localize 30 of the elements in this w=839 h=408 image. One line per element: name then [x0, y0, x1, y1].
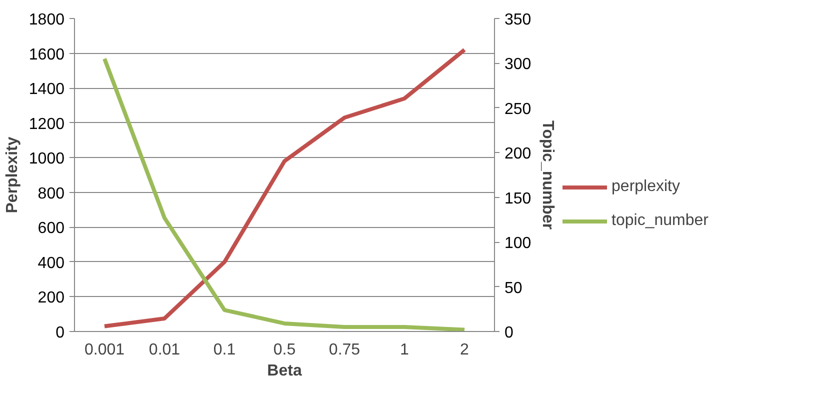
x-tick-label: 0.1	[213, 342, 236, 358]
y-tick-label: 400	[38, 254, 65, 272]
x-tick-label: 0.01	[148, 342, 180, 358]
x-tick-label: 2	[460, 342, 470, 358]
y2-tick-label: 350	[504, 12, 532, 28]
legend-label: perplexity	[612, 178, 680, 196]
y-tick-label: 1600	[28, 46, 65, 64]
y-tick-label: 0	[56, 324, 65, 342]
y-tick-label: 1200	[28, 116, 65, 133]
y-tick-label: 1000	[28, 150, 65, 168]
y2-tick-label: 50	[504, 280, 522, 297]
y-tick-label: 1800	[28, 12, 65, 28]
y-tick-label: 1400	[28, 81, 65, 98]
y2-axis-title: Topic_number	[539, 120, 556, 230]
y2-tick-label: 200	[504, 146, 532, 163]
y-tick-label: 800	[38, 185, 65, 202]
y2-tick-label: 150	[504, 190, 532, 208]
y2-tick-label: 300	[504, 56, 532, 74]
x-tick-label: 0.5	[273, 342, 296, 358]
y-tick-label: 200	[38, 290, 65, 307]
y2-tick-label: 250	[504, 100, 532, 118]
x-tick-label: 0.001	[84, 342, 125, 358]
y2-tick-label: 0	[504, 324, 514, 342]
x-tick-label: 0.75	[328, 342, 360, 358]
x-tick-label: 1	[400, 342, 410, 358]
legend-label: topic_number	[612, 212, 708, 230]
y-axis-title: Perplexity	[4, 136, 21, 214]
x-axis-title: Beta	[267, 362, 302, 380]
y2-tick-label: 100	[504, 235, 532, 252]
y-tick-label: 600	[38, 220, 65, 238]
